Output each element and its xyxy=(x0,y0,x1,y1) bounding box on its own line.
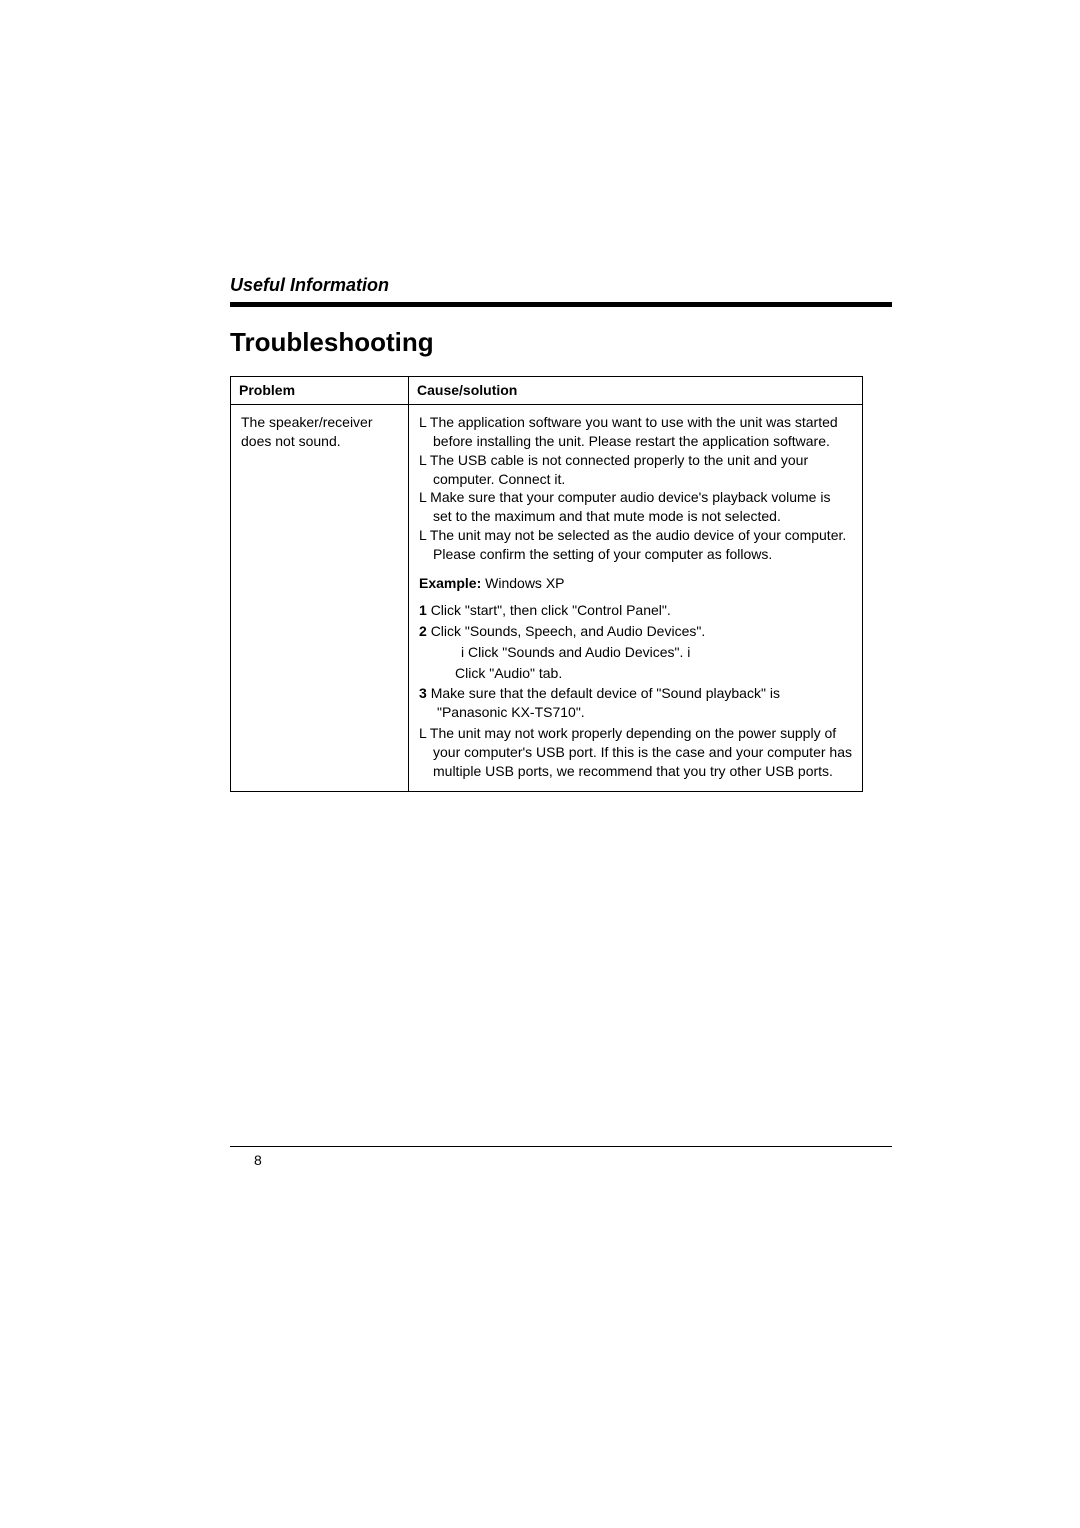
table-row: The speaker/receiver does not sound. L T… xyxy=(231,404,863,791)
cause-bullets: L The application software you want to u… xyxy=(419,413,852,564)
step-text: Click "Sounds, Speech, and Audio Devices… xyxy=(431,623,706,639)
table-header-row: Problem Cause/solution xyxy=(231,377,863,405)
col-header-cause: Cause/solution xyxy=(409,377,863,405)
page-number: 8 xyxy=(254,1152,262,1168)
example-value: Windows XP xyxy=(485,575,564,591)
step-number: 2 xyxy=(419,623,427,639)
section-header: Useful Information xyxy=(230,275,892,296)
step-item: 3 Make sure that the default device of "… xyxy=(419,684,852,722)
bullet-item: L The unit may not be selected as the au… xyxy=(419,526,852,564)
after-bullet: L The unit may not work properly dependi… xyxy=(419,724,852,781)
footer-rule xyxy=(230,1146,892,1147)
cause-cell: L The application software you want to u… xyxy=(409,404,863,791)
problem-cell: The speaker/receiver does not sound. xyxy=(231,404,409,791)
example-label: Example: xyxy=(419,575,481,591)
step-item: 1 Click "start", then click "Control Pan… xyxy=(419,601,852,620)
bullet-item: L Make sure that your computer audio dev… xyxy=(419,488,852,526)
step-number: 1 xyxy=(419,602,427,618)
section-rule xyxy=(230,302,892,307)
page-title: Troubleshooting xyxy=(230,327,892,358)
step-sub: Click "Audio" tab. xyxy=(437,664,852,683)
numbered-steps: 1 Click "start", then click "Control Pan… xyxy=(419,601,852,722)
step-text: Click "start", then click "Control Panel… xyxy=(431,602,671,618)
example-line: Example: Windows XP xyxy=(419,574,852,593)
step-text: Make sure that the default device of "So… xyxy=(431,685,780,720)
bullet-item: L The USB cable is not connected properl… xyxy=(419,451,852,489)
col-header-problem: Problem xyxy=(231,377,409,405)
step-sub: i Click "Sounds and Audio Devices". i xyxy=(437,643,852,662)
troubleshooting-table: Problem Cause/solution The speaker/recei… xyxy=(230,376,863,792)
bullet-item: L The application software you want to u… xyxy=(419,413,852,451)
step-number: 3 xyxy=(419,685,427,701)
step-item: 2 Click "Sounds, Speech, and Audio Devic… xyxy=(419,622,852,683)
